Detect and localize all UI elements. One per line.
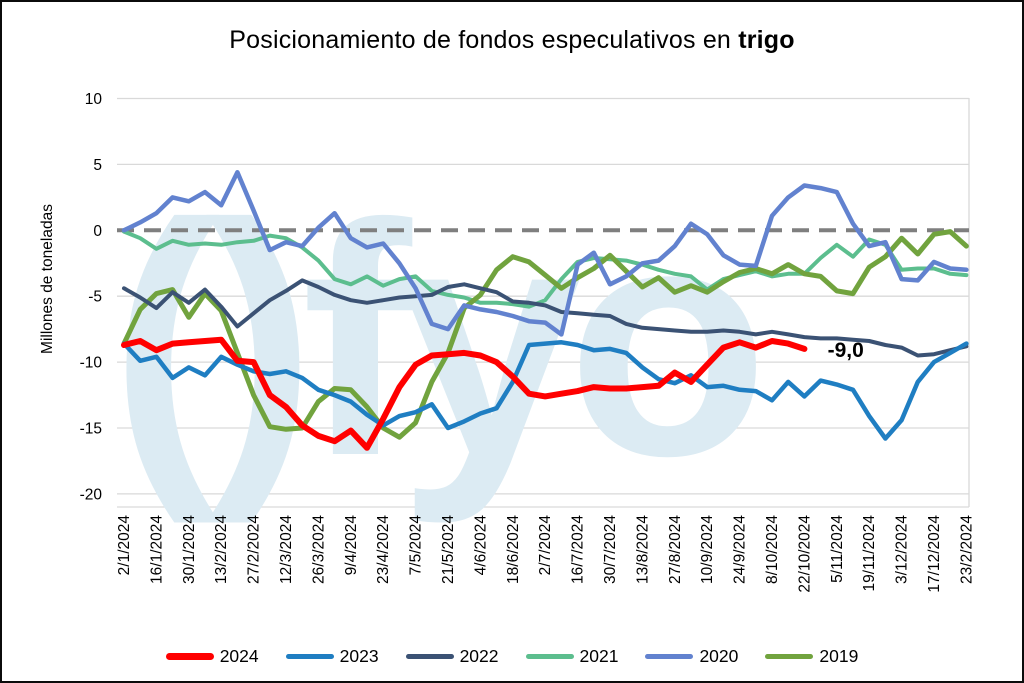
x-tick-label: 27/2/2024 [246,515,263,584]
series-line-2019 [121,229,969,440]
legend-item-2023: 2023 [285,646,379,667]
x-tick-label: 18/6/2024 [505,515,522,584]
y-tick-label: -5 [88,289,102,306]
legend-swatch-2019 [765,654,814,659]
series-line-2024 [121,336,808,451]
legend-label-2024: 2024 [219,646,259,666]
x-tick-label: 30/7/2024 [602,515,619,584]
x-tick-label: 17/12/2024 [926,515,943,593]
x-tick-label: 7/5/2024 [408,515,425,576]
x-tick-label: 19/11/2024 [861,515,878,592]
last-value-annotation: -9,0 [827,338,864,362]
x-tick-label: 30/1/2024 [181,515,198,584]
legend-label-2020: 2020 [699,646,739,666]
legend-label-2023: 2023 [339,646,379,666]
series-line-2020 [121,170,969,337]
y-tick-label: 0 [93,223,102,240]
series-line-2023 [121,340,969,441]
y-tick-label: 10 [85,91,103,108]
y-tick-label: 5 [93,157,102,174]
x-tick-label: 23/2/2024 [958,515,975,584]
chart-title: Posicionamiento de fondos especulativos … [2,26,1022,55]
x-tick-label: 21/5/2024 [440,515,457,584]
x-tick-label: 2/7/2024 [537,515,554,576]
x-tick-label: 4/6/2024 [472,515,489,576]
chart-title-commodity: trigo [738,26,795,54]
series-line-2022 [122,278,969,358]
x-tick-label: 10/9/2024 [699,515,716,584]
legend-item-2020: 2020 [645,646,738,667]
x-tick-label: 23/4/2024 [375,515,392,584]
x-tick-label: 16/1/2024 [148,515,165,584]
x-tick-label: 24/9/2024 [732,515,749,584]
legend-swatch-2023 [285,654,334,659]
legend-swatch-2021 [525,654,574,659]
legend-label-2022: 2022 [459,646,499,666]
chart-title-prefix: Posicionamiento de fondos especulativos … [229,26,739,54]
x-tick-label: 5/11/2024 [829,515,846,583]
legend-label-2021: 2021 [579,646,619,666]
x-tick-label: 13/2/2024 [213,515,230,584]
x-tick-label: 13/8/2024 [634,515,651,584]
x-tick-label: 3/12/2024 [894,515,911,584]
y-tick-label: -10 [80,355,103,372]
legend-swatch-2024 [165,653,214,660]
x-tick-label: 16/7/2024 [570,515,587,584]
x-tick-label: 9/4/2024 [343,515,360,576]
x-tick-label: 8/10/2024 [764,515,781,584]
x-tick-label: 27/8/2024 [667,515,684,584]
legend: 2024 2023 2022 2021 2020 2019 [2,646,1022,667]
x-tick-label: 26/3/2024 [310,515,327,584]
x-tick-label: 2/1/2024 [116,515,133,576]
y-tick-label: -20 [80,486,103,503]
legend-item-2021: 2021 [525,646,619,667]
legend-item-2019: 2019 [765,646,858,667]
legend-swatch-2022 [405,654,454,659]
x-tick-label: 22/10/2024 [796,515,813,593]
x-tick-label: 12/3/2024 [278,515,295,584]
legend-item-2022: 2022 [405,646,499,667]
legend-item-2024: 2024 [165,646,259,667]
legend-label-2019: 2019 [819,646,859,666]
y-tick-label: -15 [80,421,102,438]
legend-swatch-2020 [645,654,694,659]
